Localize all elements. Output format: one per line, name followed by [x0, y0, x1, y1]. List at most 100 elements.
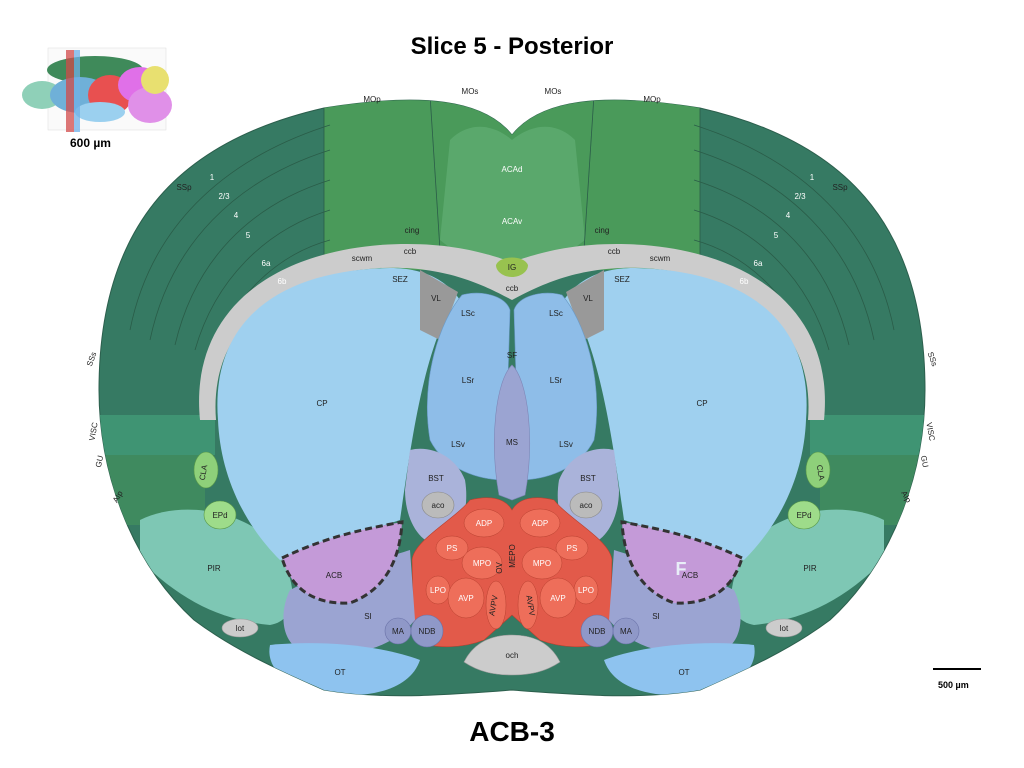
lateral-olfactory-tract-left	[221, 618, 259, 638]
piriform-left	[140, 509, 293, 625]
label-ps-l: PS	[447, 544, 458, 553]
label-acav: ACAv	[502, 217, 522, 226]
anterior-commissure-left	[421, 491, 455, 519]
label-avp-r: AVP	[550, 594, 565, 603]
label-sf: SF	[507, 351, 517, 360]
label-ma-r: MA	[620, 627, 633, 636]
label-layer6a-l: 6a	[262, 259, 271, 268]
label-scwm-l: scwm	[352, 254, 373, 263]
label-lpo-l: LPO	[430, 586, 446, 595]
slide-caption: ACB-3	[469, 716, 555, 747]
label-scwm-r: scwm	[650, 254, 671, 263]
label-layer5-l: 5	[246, 231, 251, 240]
label-layer1-r: 1	[810, 173, 815, 182]
label-avpv-l: AVPV	[487, 594, 500, 617]
label-layer1-l: 1	[210, 173, 215, 182]
cortical-layer-lines	[129, 100, 895, 361]
thumbnail-brain	[22, 47, 172, 132]
label-lot-r: lot	[780, 624, 789, 633]
label-si-r: SI	[652, 612, 660, 621]
caudoputamen-right	[564, 268, 807, 560]
endopiriform-right	[787, 500, 821, 530]
label-lsr-r: LSr	[550, 376, 563, 385]
label-layer5-r: 5	[774, 231, 779, 240]
label-bst-r: BST	[580, 474, 596, 483]
label-bst-l: BST	[428, 474, 444, 483]
label-ot-r: OT	[678, 668, 689, 677]
label-cing-l: cing	[405, 226, 420, 235]
corpus-callosum	[199, 243, 825, 420]
label-layer23-l: 2/3	[218, 192, 230, 201]
label-layer4-r: 4	[786, 211, 791, 220]
diagonal-band-right	[580, 614, 614, 648]
label-epd-r: EPd	[796, 511, 811, 520]
label-ms: MS	[506, 438, 518, 447]
label-acad: ACAd	[502, 165, 523, 174]
label-cla-l: CLA	[198, 463, 210, 481]
label-ps-r: PS	[567, 544, 578, 553]
visc-band-right	[810, 415, 925, 455]
label-ccb-r: ccb	[608, 247, 621, 256]
label-aco-l: aco	[432, 501, 445, 510]
label-lsr-l: LSr	[462, 376, 475, 385]
scale-bar-label: 500 µm	[938, 680, 969, 690]
label-gu-r: GU	[919, 455, 930, 469]
label-ig: IG	[508, 263, 516, 272]
visc-band-left	[99, 415, 215, 455]
label-avpv-r: AVPV	[524, 595, 537, 618]
preoptic-subnuclei	[425, 508, 599, 630]
label-vl-l: VL	[431, 294, 441, 303]
label-layer6b-l: 6b	[278, 277, 287, 286]
label-acb-r: ACB	[682, 571, 698, 580]
nucleus-accumbens-left	[280, 520, 404, 605]
label-ndb-r: NDB	[589, 627, 606, 636]
label-mos-l: MOs	[462, 87, 479, 96]
claustrum-left	[193, 451, 219, 489]
label-cp-l: CP	[316, 399, 327, 408]
label-layer6b-r: 6b	[740, 277, 749, 286]
label-ssp-l: SSp	[176, 183, 192, 192]
piriform-right	[731, 509, 884, 625]
label-adp-l: ADP	[476, 519, 492, 528]
label-visc-l: VISC	[87, 421, 99, 441]
label-sss-l: SSs	[85, 351, 98, 368]
label-acb-l: ACB	[326, 571, 342, 580]
marker-letter: F	[676, 559, 687, 579]
label-layer6a-r: 6a	[754, 259, 763, 268]
caudoputamen-left	[217, 268, 460, 560]
label-sss-r: SSs	[926, 351, 939, 368]
label-lsc-r: LSc	[549, 309, 563, 318]
label-lsc-l: LSc	[461, 309, 475, 318]
slide-title: Slice 5 - Posterior	[410, 33, 614, 60]
label-lot-l: lot	[236, 624, 245, 633]
label-ov: OV	[495, 562, 504, 574]
lateral-ventricle-left	[420, 270, 458, 340]
label-mos-r: MOs	[545, 87, 562, 96]
label-mpo-l: MPO	[473, 559, 491, 568]
nucleus-accumbens-right	[620, 520, 744, 605]
label-epd-l: EPd	[212, 511, 227, 520]
endopiriform-left	[203, 500, 237, 530]
label-och: och	[506, 651, 519, 660]
label-layer4-l: 4	[234, 211, 239, 220]
label-sez-r: SEZ	[614, 275, 630, 284]
label-lsv-l: LSv	[451, 440, 465, 449]
label-ccb-c: ccb	[506, 284, 519, 293]
label-lpo-r: LPO	[578, 586, 594, 595]
label-pir-l: PIR	[207, 564, 221, 573]
label-visc-r: VISC	[924, 422, 936, 442]
label-cp-r: CP	[696, 399, 707, 408]
label-avp-l: AVP	[458, 594, 473, 603]
label-mpo-r: MPO	[533, 559, 551, 568]
anterior-cingulate	[440, 126, 585, 275]
label-adp-r: ADP	[532, 519, 548, 528]
diagonal-band-left	[410, 614, 444, 648]
thumbnail-scale-label: 600 µm	[70, 136, 111, 150]
label-ccb-l: ccb	[404, 247, 417, 256]
label-ot-l: OT	[334, 668, 345, 677]
optic-chiasm	[463, 634, 561, 676]
label-ma-l: MA	[392, 627, 405, 636]
label-mop-l: MOp	[363, 95, 381, 104]
lateral-ventricle-right	[566, 270, 604, 340]
